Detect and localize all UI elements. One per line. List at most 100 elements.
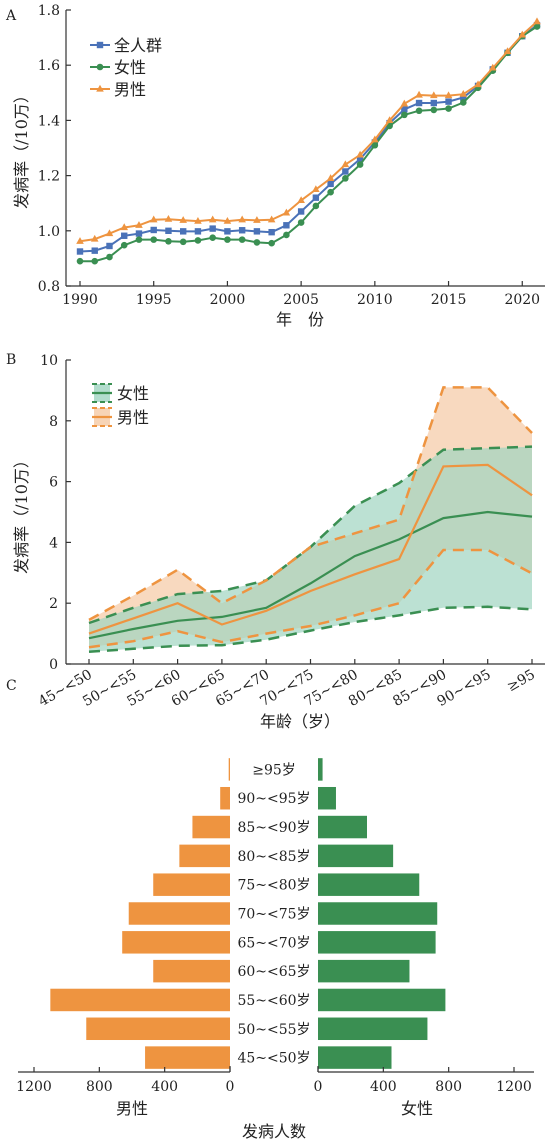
data-point <box>224 236 231 243</box>
data-point <box>150 226 157 234</box>
bar-male <box>128 902 230 925</box>
x-axis-label: 发病人数 <box>242 1122 306 1141</box>
data-point <box>282 208 291 216</box>
category-label: 90~<95岁 <box>237 791 310 807</box>
data-point <box>209 234 216 241</box>
bar-male <box>50 988 231 1012</box>
category-label: 60~<65岁 <box>237 964 310 980</box>
data-point <box>327 188 334 196</box>
data-point <box>194 237 202 244</box>
y-tick-label: 0.8 <box>38 279 60 295</box>
data-point <box>194 216 202 224</box>
panel-letter: A <box>5 8 17 24</box>
panel-letter: B <box>6 352 16 368</box>
data-point <box>460 94 467 101</box>
category-label: 65~<70岁 <box>237 935 310 951</box>
data-point <box>445 105 452 112</box>
category-label: 50~<55岁 <box>237 1022 310 1038</box>
y-tick-label: 2 <box>49 596 58 612</box>
bar-male <box>179 844 230 868</box>
data-point <box>165 237 172 245</box>
data-point <box>135 236 143 243</box>
bar-female <box>318 902 438 925</box>
data-point <box>106 242 113 250</box>
bar-male <box>153 873 230 896</box>
category-label: 85~<90岁 <box>237 820 310 836</box>
data-point <box>105 229 114 237</box>
legend-marker <box>96 63 104 71</box>
data-point <box>209 225 216 232</box>
data-point <box>430 106 438 114</box>
x-tick-label: 2015 <box>431 292 467 308</box>
data-point <box>150 236 158 243</box>
data-point <box>415 107 423 115</box>
data-point <box>297 208 305 215</box>
legend-marker <box>96 84 104 92</box>
y-tick-label: 1.8 <box>38 3 60 19</box>
category-label: 75~<80岁 <box>237 878 310 894</box>
left-group-label: 男性 <box>116 1099 148 1118</box>
bar-female <box>318 815 367 839</box>
y-tick-label: 1.6 <box>38 58 60 74</box>
data-point <box>149 215 158 223</box>
data-point <box>179 228 187 235</box>
bar-female <box>318 873 420 896</box>
data-point <box>356 161 364 168</box>
data-point <box>444 91 453 99</box>
data-point <box>312 185 320 192</box>
legend-label: 男性 <box>114 80 146 99</box>
series-1: 男性 <box>88 386 533 649</box>
series-line <box>88 510 533 640</box>
data-point <box>327 180 334 188</box>
y-tick-label: 6 <box>49 475 58 491</box>
data-point <box>268 239 275 247</box>
data-point <box>342 175 349 182</box>
data-point <box>533 23 541 30</box>
data-point <box>223 216 232 224</box>
panel-letter: C <box>6 678 17 694</box>
data-point <box>371 141 379 149</box>
bar-male <box>228 758 230 781</box>
x-tick-label: 0 <box>314 1079 323 1095</box>
data-point <box>342 168 349 175</box>
y-tick-label: 1.0 <box>38 224 60 240</box>
panel-c: C 45~<50岁 50~<55岁 55~<60岁 60~<65岁 65~<70岁 70~<… <box>6 678 534 1141</box>
category-label: 45~<50岁 <box>237 1051 310 1067</box>
y-tick-label: 4 <box>49 535 58 551</box>
data-point <box>356 155 364 163</box>
data-point <box>135 221 143 228</box>
bar-female <box>318 844 394 868</box>
x-tick-label: 800 <box>86 1079 113 1095</box>
data-point <box>356 150 364 158</box>
data-point <box>91 247 98 254</box>
bar-male <box>192 815 230 839</box>
data-point <box>283 231 290 239</box>
data-point <box>120 241 128 249</box>
data-point <box>326 174 335 181</box>
data-point <box>415 99 423 107</box>
panel-a: A 0.8 1.0 1.2 1.4 1.6 1.8 1990 1995 2000 2005 2010 2… <box>5 3 545 329</box>
bar-female <box>318 988 446 1012</box>
series-0: 女性 <box>88 383 533 654</box>
data-point <box>459 99 467 106</box>
y-tick-label: 1.2 <box>38 169 60 185</box>
x-tick-label: 2020 <box>504 292 540 308</box>
data-point <box>253 216 261 223</box>
data-point <box>297 196 305 204</box>
legend-marker <box>96 41 104 49</box>
y-tick-label: 10 <box>40 353 58 369</box>
data-point <box>341 160 350 168</box>
right-group-label: 女性 <box>401 1099 433 1118</box>
x-tick-label: ≥95 <box>504 667 538 696</box>
data-point <box>268 228 275 236</box>
series-0: 全人群 <box>76 21 541 255</box>
category-label: 80~<85岁 <box>237 849 310 865</box>
data-point <box>312 194 320 201</box>
lower-bound-line <box>88 548 533 649</box>
data-point <box>120 223 129 231</box>
legend-label: 女性 <box>114 58 146 77</box>
legend-label: 全人群 <box>114 36 162 55</box>
bar-female <box>318 959 410 983</box>
data-point <box>165 227 172 234</box>
